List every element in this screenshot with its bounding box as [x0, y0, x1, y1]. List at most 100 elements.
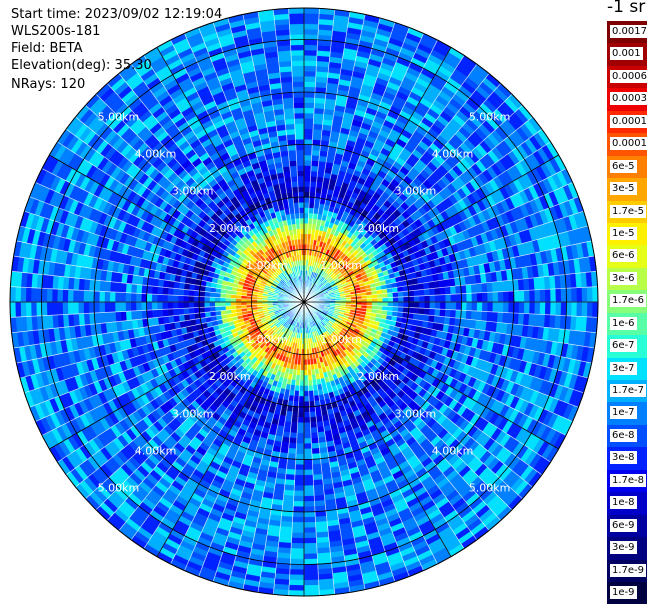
- scan-cell: [294, 474, 305, 481]
- scan-cell: [387, 301, 394, 307]
- scan-cell: [445, 294, 452, 303]
- scan-cell: [513, 301, 520, 314]
- scan-cell: [303, 123, 314, 130]
- scan-cell: [303, 133, 314, 140]
- scan-cell: [290, 558, 305, 565]
- scan-cell: [455, 293, 462, 303]
- scan-cell: [303, 223, 309, 229]
- scan-cell: [450, 301, 457, 311]
- scan-cell: [303, 34, 319, 41]
- scan-cell: [292, 511, 305, 518]
- scan-cell: [299, 385, 305, 392]
- scan-cell: [294, 464, 305, 471]
- scan-cell: [466, 292, 473, 303]
- scan-cell: [534, 289, 541, 303]
- scan-cell: [440, 294, 446, 303]
- scan-cell: [303, 128, 314, 135]
- scan-cell: [592, 286, 599, 303]
- scan-cell: [555, 301, 562, 316]
- scan-cell: [450, 293, 457, 303]
- scan-cell: [486, 311, 493, 322]
- scan-cell: [576, 301, 583, 317]
- scan-cell: [288, 590, 305, 597]
- scan-cell: [419, 301, 425, 309]
- scan-cell: [586, 301, 593, 318]
- scan-cell: [291, 411, 299, 418]
- scan-cell: [492, 291, 499, 303]
- scan-cell: [529, 289, 536, 303]
- scan-cell: [293, 495, 305, 502]
- scan-cell: [290, 542, 305, 549]
- scan-cell: [387, 297, 394, 303]
- scan-cell: [496, 280, 504, 293]
- scan-cell: [497, 291, 504, 303]
- scan-cell: [312, 123, 323, 130]
- scan-cell: [289, 563, 305, 570]
- scan-cell: [303, 212, 309, 219]
- scan-cell: [311, 149, 321, 157]
- scan-cell: [523, 301, 530, 315]
- scan-cell: [303, 574, 319, 581]
- scan-cell: [461, 301, 467, 311]
- scan-cell: [303, 453, 313, 460]
- scan-cell: [429, 294, 436, 303]
- scan-cell: [120, 311, 127, 322]
- scan-cell: [377, 297, 383, 303]
- scan-cell: [303, 490, 315, 497]
- scan-cell: [592, 301, 599, 318]
- scan-cell: [449, 285, 457, 295]
- scan-cell: [303, 170, 312, 177]
- scan-cell: [413, 301, 420, 309]
- scan-cell: [555, 288, 562, 303]
- scan-cell: [539, 289, 546, 303]
- scan-cell: [439, 308, 446, 318]
- scan-cell: [303, 91, 316, 98]
- scan-cell: [303, 511, 316, 518]
- scan-cell: [403, 301, 410, 308]
- scan-cell: [303, 55, 318, 62]
- scan-cell: [298, 390, 305, 397]
- scan-cell: [303, 196, 310, 203]
- scan-cell: [581, 286, 588, 303]
- scan-cell: [282, 494, 295, 502]
- scan-cell: [496, 311, 504, 324]
- scan-cell: [303, 401, 310, 408]
- scan-cell: [492, 301, 499, 313]
- scan-cell: [303, 154, 312, 161]
- scan-cell: [303, 60, 317, 67]
- scan-cell: [285, 474, 296, 481]
- scan-cell: [292, 516, 305, 523]
- scan-cell: [289, 574, 305, 581]
- scan-cell: [455, 301, 462, 311]
- scan-cell: [309, 186, 317, 193]
- scan-cell: [544, 288, 551, 303]
- scan-cell: [397, 291, 404, 298]
- scan-cell: [476, 301, 483, 312]
- scan-cell: [565, 301, 572, 317]
- scan-cell: [476, 283, 483, 294]
- scan-cell: [310, 421, 318, 429]
- scan-cell: [291, 532, 305, 539]
- scan-cell: [313, 484, 324, 491]
- scan-cell: [303, 532, 317, 539]
- scan-cell: [413, 295, 420, 303]
- scan-cell: [303, 422, 311, 429]
- scan-cell: [292, 400, 299, 408]
- scan-cell: [313, 479, 324, 486]
- scan-cell: [303, 380, 309, 387]
- scan-cell: [402, 290, 410, 297]
- scan-cell: [188, 307, 195, 315]
- scan-cell: [503, 301, 509, 313]
- scan-cell: [439, 286, 446, 296]
- scan-cell: [303, 432, 312, 439]
- scan-cell: [423, 308, 431, 316]
- scan-cell: [465, 284, 472, 294]
- scan-cell: [471, 301, 478, 312]
- scan-cell: [408, 307, 415, 314]
- scan-cell: [284, 484, 295, 491]
- scan-cell: [571, 301, 578, 317]
- scan-cell: [303, 144, 313, 151]
- scan-cell: [440, 301, 446, 310]
- scan-cell: [482, 292, 488, 303]
- scan-cell: [465, 310, 472, 320]
